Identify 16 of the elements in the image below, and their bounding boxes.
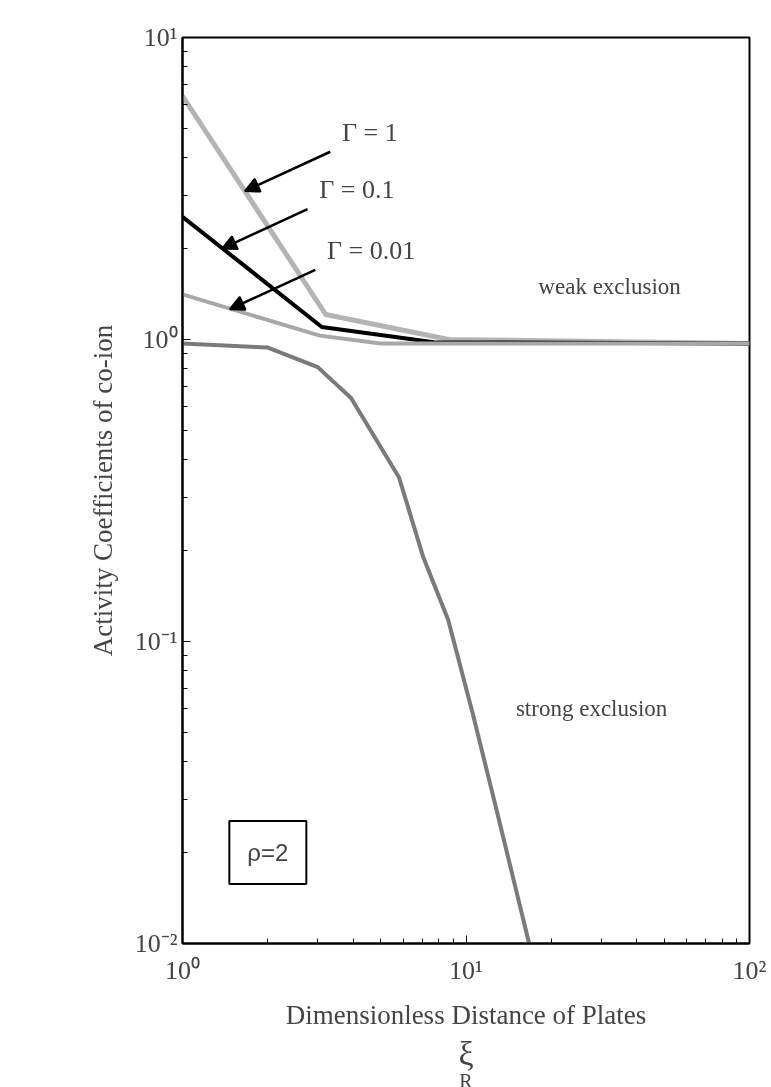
- annotation: strong exclusion: [515, 696, 668, 721]
- x-tick-label: 10¹: [449, 955, 483, 985]
- y-tick-label: 10⁻¹: [134, 627, 178, 656]
- x-axis-title: Dimensionless Distance of Plates: [285, 999, 647, 1030]
- annotation: Γ = 0.01: [327, 236, 416, 266]
- x-tick-label: 10⁰: [165, 955, 200, 985]
- text: ξR: [458, 1034, 474, 1087]
- annotation: ρ=2: [247, 839, 289, 867]
- y-axis-title: Activity Coefficients of co-ion: [87, 324, 118, 657]
- y-tick-label: 10¹: [143, 23, 178, 52]
- annotation: Γ = 1: [341, 117, 398, 147]
- x-tick-label: 10²: [732, 955, 767, 985]
- annotation: Γ = 0.1: [319, 175, 395, 205]
- annotation: weak exclusion: [538, 273, 682, 299]
- y-tick-label: 10⁻²: [134, 929, 178, 958]
- y-tick-label: 10⁰: [142, 325, 178, 354]
